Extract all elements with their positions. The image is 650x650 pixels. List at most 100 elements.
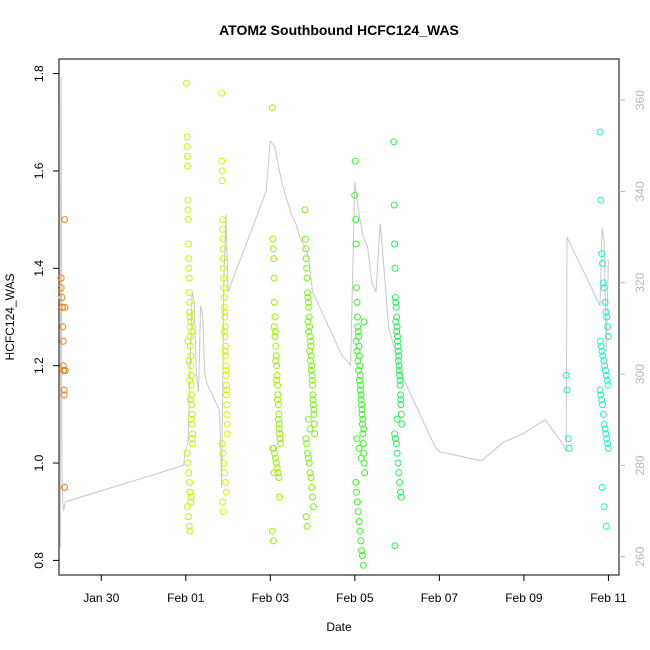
data-point (308, 376, 316, 384)
data-point (356, 376, 363, 384)
data-point (188, 435, 196, 443)
data-point (185, 469, 193, 477)
y2-tick-label: 360 (633, 90, 647, 110)
x-tick-label: Jan 30 (83, 591, 119, 605)
data-point (309, 396, 317, 404)
y2-tick-label: 260 (633, 546, 647, 566)
data-point (223, 401, 231, 409)
data-point (184, 503, 191, 511)
data-point (390, 201, 398, 209)
data-point (357, 396, 365, 404)
data-point (270, 323, 278, 331)
data-point (189, 430, 197, 438)
data-point (186, 323, 194, 331)
data-point (358, 401, 366, 409)
data-point (305, 313, 313, 321)
x-tick-label: Feb 03 (252, 591, 290, 605)
data-point (185, 357, 193, 365)
data-point (358, 406, 366, 413)
data-point (222, 342, 229, 350)
data-point (184, 513, 192, 521)
data-point (396, 371, 404, 379)
data-point (222, 371, 230, 379)
y2-tick-label: 320 (633, 272, 647, 292)
data-point (598, 347, 606, 355)
data-point (187, 498, 195, 506)
data-point (603, 435, 611, 443)
data-point (600, 420, 608, 428)
data-point (391, 240, 399, 248)
data-point (310, 410, 318, 418)
data-point (308, 362, 316, 370)
data-point (219, 216, 227, 224)
data-point (352, 479, 360, 486)
data-point (185, 274, 193, 282)
data-point (599, 352, 607, 360)
data-point (353, 298, 361, 306)
data-point (219, 255, 227, 263)
data-point (187, 381, 195, 389)
data-point (395, 362, 403, 370)
data-point (186, 313, 194, 321)
data-point (221, 333, 229, 340)
data-point (361, 469, 369, 477)
data-point (222, 362, 230, 370)
data-point (274, 396, 281, 404)
data-point (391, 435, 399, 443)
data-point (355, 444, 363, 452)
data-point (303, 264, 311, 272)
data-point (392, 318, 400, 326)
data-point (393, 449, 401, 457)
data-point (60, 386, 68, 394)
data-point (311, 430, 319, 438)
data-point (218, 157, 226, 165)
x-tick-label: Feb 05 (336, 591, 374, 605)
data-point (187, 493, 195, 501)
data-point (222, 391, 230, 399)
data-point (271, 333, 279, 340)
data-point (357, 381, 365, 389)
data-point (184, 152, 191, 160)
data-point (220, 284, 228, 292)
data-point (305, 459, 313, 467)
data-point (353, 347, 361, 355)
data-point (61, 483, 68, 491)
y-tick-label: 1.2 (32, 357, 46, 374)
data-point (303, 522, 311, 530)
data-point (272, 342, 280, 350)
data-point (301, 206, 309, 214)
data-point (394, 342, 402, 350)
data-point (307, 474, 315, 482)
y2-axis: 260 280 300 320 340 360 (619, 90, 647, 567)
data-point (308, 371, 316, 379)
data-point (309, 493, 317, 501)
data-point (392, 440, 400, 448)
data-point (358, 547, 366, 555)
data-point (188, 328, 196, 336)
data-point (188, 401, 196, 409)
data-point (222, 367, 230, 374)
data-point (57, 274, 65, 282)
data-point (359, 420, 366, 428)
data-point (276, 430, 284, 438)
data-point (268, 104, 276, 112)
data-point (596, 386, 604, 394)
data-point (393, 328, 401, 336)
data-point (359, 415, 367, 423)
data-point (58, 294, 66, 301)
x-axis: Jan 30 Feb 01 Feb 03 Feb 05 Feb 07 Feb 09 Feb … (83, 575, 627, 605)
data-point (600, 357, 608, 365)
data-point (310, 420, 318, 428)
data-point (306, 425, 314, 433)
data-point (597, 196, 605, 204)
data-point (397, 401, 405, 409)
data-point (604, 444, 612, 452)
data-point (306, 333, 314, 340)
data-point (353, 498, 361, 506)
data-point (304, 415, 312, 423)
data-point (359, 440, 367, 448)
data-point (186, 308, 194, 316)
data-point (306, 323, 314, 331)
data-point (358, 410, 366, 418)
